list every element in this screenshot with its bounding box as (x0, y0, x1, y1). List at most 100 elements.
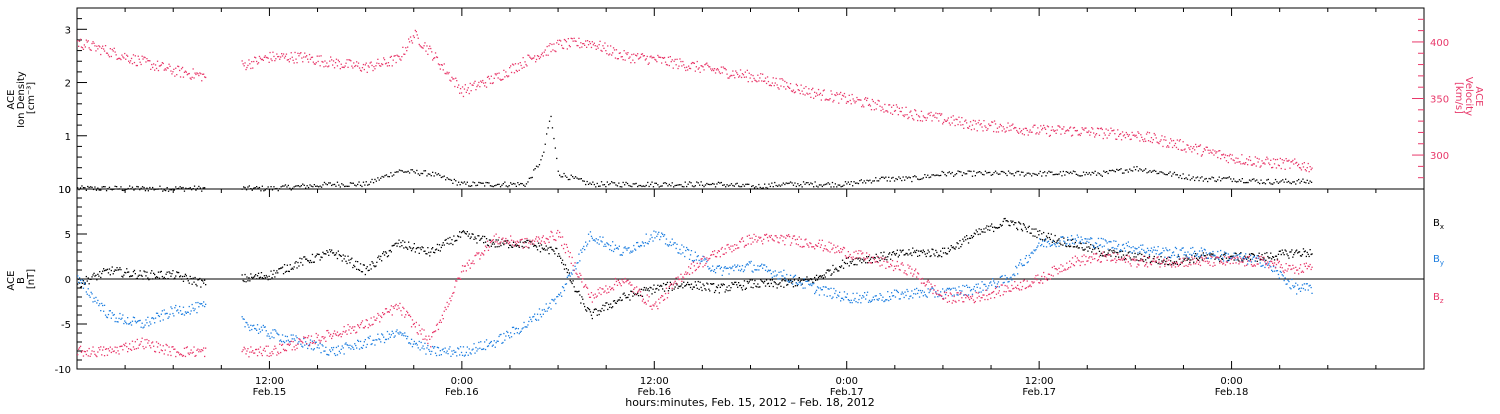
bx-point (276, 270, 277, 271)
by-point (1147, 248, 1148, 249)
velocity-point (782, 80, 783, 81)
velocity-point (363, 64, 364, 65)
density-point (594, 184, 595, 185)
density-point (1242, 178, 1243, 179)
density-point (1185, 177, 1186, 178)
velocity-point (252, 67, 253, 68)
bz-point (91, 350, 92, 351)
density-point (455, 180, 456, 181)
by-point (819, 294, 820, 295)
velocity-point (797, 85, 798, 86)
density-point (389, 176, 390, 177)
by-point (816, 290, 817, 291)
velocity-point (731, 75, 732, 76)
density-point (1113, 170, 1114, 171)
density-point (640, 185, 641, 186)
bx-point (119, 267, 120, 268)
density-point (625, 182, 626, 183)
by-point (663, 236, 664, 237)
bx-point (522, 246, 523, 247)
velocity-point (703, 69, 704, 70)
velocity-point (1154, 133, 1155, 134)
velocity-point (1002, 130, 1003, 131)
velocity-point (961, 117, 962, 118)
velocity-point (944, 119, 945, 120)
velocity-point (89, 47, 90, 48)
bx-point (260, 277, 261, 278)
by-series (77, 231, 1313, 358)
density-point (1080, 175, 1081, 176)
by-point (1192, 247, 1193, 248)
bx-point (172, 270, 173, 271)
bx-point (1134, 253, 1135, 254)
bx-point (247, 280, 248, 281)
by-point (179, 306, 180, 307)
bx-point (570, 280, 571, 281)
velocity-point (783, 86, 784, 87)
density-point (744, 186, 745, 187)
density-point (1240, 181, 1241, 182)
velocity-point (451, 77, 452, 78)
bx-point (1259, 253, 1260, 254)
bx-point (689, 284, 690, 285)
velocity-point (1245, 162, 1246, 163)
velocity-point (1136, 137, 1137, 138)
velocity-point (1270, 160, 1271, 161)
by-point (295, 335, 296, 336)
velocity-point (1159, 141, 1160, 142)
by-point (770, 270, 771, 271)
by-point (271, 336, 272, 337)
velocity-point (698, 69, 699, 70)
velocity-point (817, 95, 818, 96)
density-point (711, 184, 712, 185)
velocity-point (1230, 154, 1231, 155)
bx-point (351, 258, 352, 259)
velocity-point (410, 36, 411, 37)
by-point (160, 320, 161, 321)
velocity-point (1237, 158, 1238, 159)
bx-point (1291, 249, 1292, 250)
velocity-point (1007, 122, 1008, 123)
bz-point (117, 350, 118, 351)
density-point (454, 179, 455, 180)
by-point (1019, 262, 1020, 263)
velocity-point (1074, 127, 1075, 128)
bz-point (247, 348, 248, 349)
bx-point (1009, 225, 1010, 226)
density-point (382, 176, 383, 177)
velocity-point (498, 77, 499, 78)
bx-point (935, 250, 936, 251)
by-point (462, 355, 463, 356)
velocity-point (1239, 161, 1240, 162)
velocity-point (548, 45, 549, 46)
bx-point (592, 318, 593, 319)
density-point (249, 185, 250, 186)
by-point (915, 293, 916, 294)
by-point (416, 343, 417, 344)
by-point (410, 343, 411, 344)
velocity-point (544, 52, 545, 53)
density-point (301, 185, 302, 186)
bx-point (97, 274, 98, 275)
density-point (778, 184, 779, 185)
by-point (1043, 246, 1044, 247)
bz-point (440, 320, 441, 321)
bx-point (736, 284, 737, 285)
by-point (1158, 246, 1159, 247)
bx-point (430, 252, 431, 253)
velocity-point (1101, 128, 1102, 129)
bx-point (900, 250, 901, 251)
bx-point (1184, 258, 1185, 259)
bx-point (845, 263, 846, 264)
density-point (1298, 179, 1299, 180)
density-point (666, 183, 667, 184)
bx-point (694, 287, 695, 288)
bx-point (519, 247, 520, 248)
bx-point (726, 289, 727, 290)
bx-point (728, 285, 729, 286)
bx-point (589, 309, 590, 310)
bz-point (378, 315, 379, 316)
velocity-point (478, 82, 479, 83)
velocity-point (687, 69, 688, 70)
velocity-point (407, 47, 408, 48)
